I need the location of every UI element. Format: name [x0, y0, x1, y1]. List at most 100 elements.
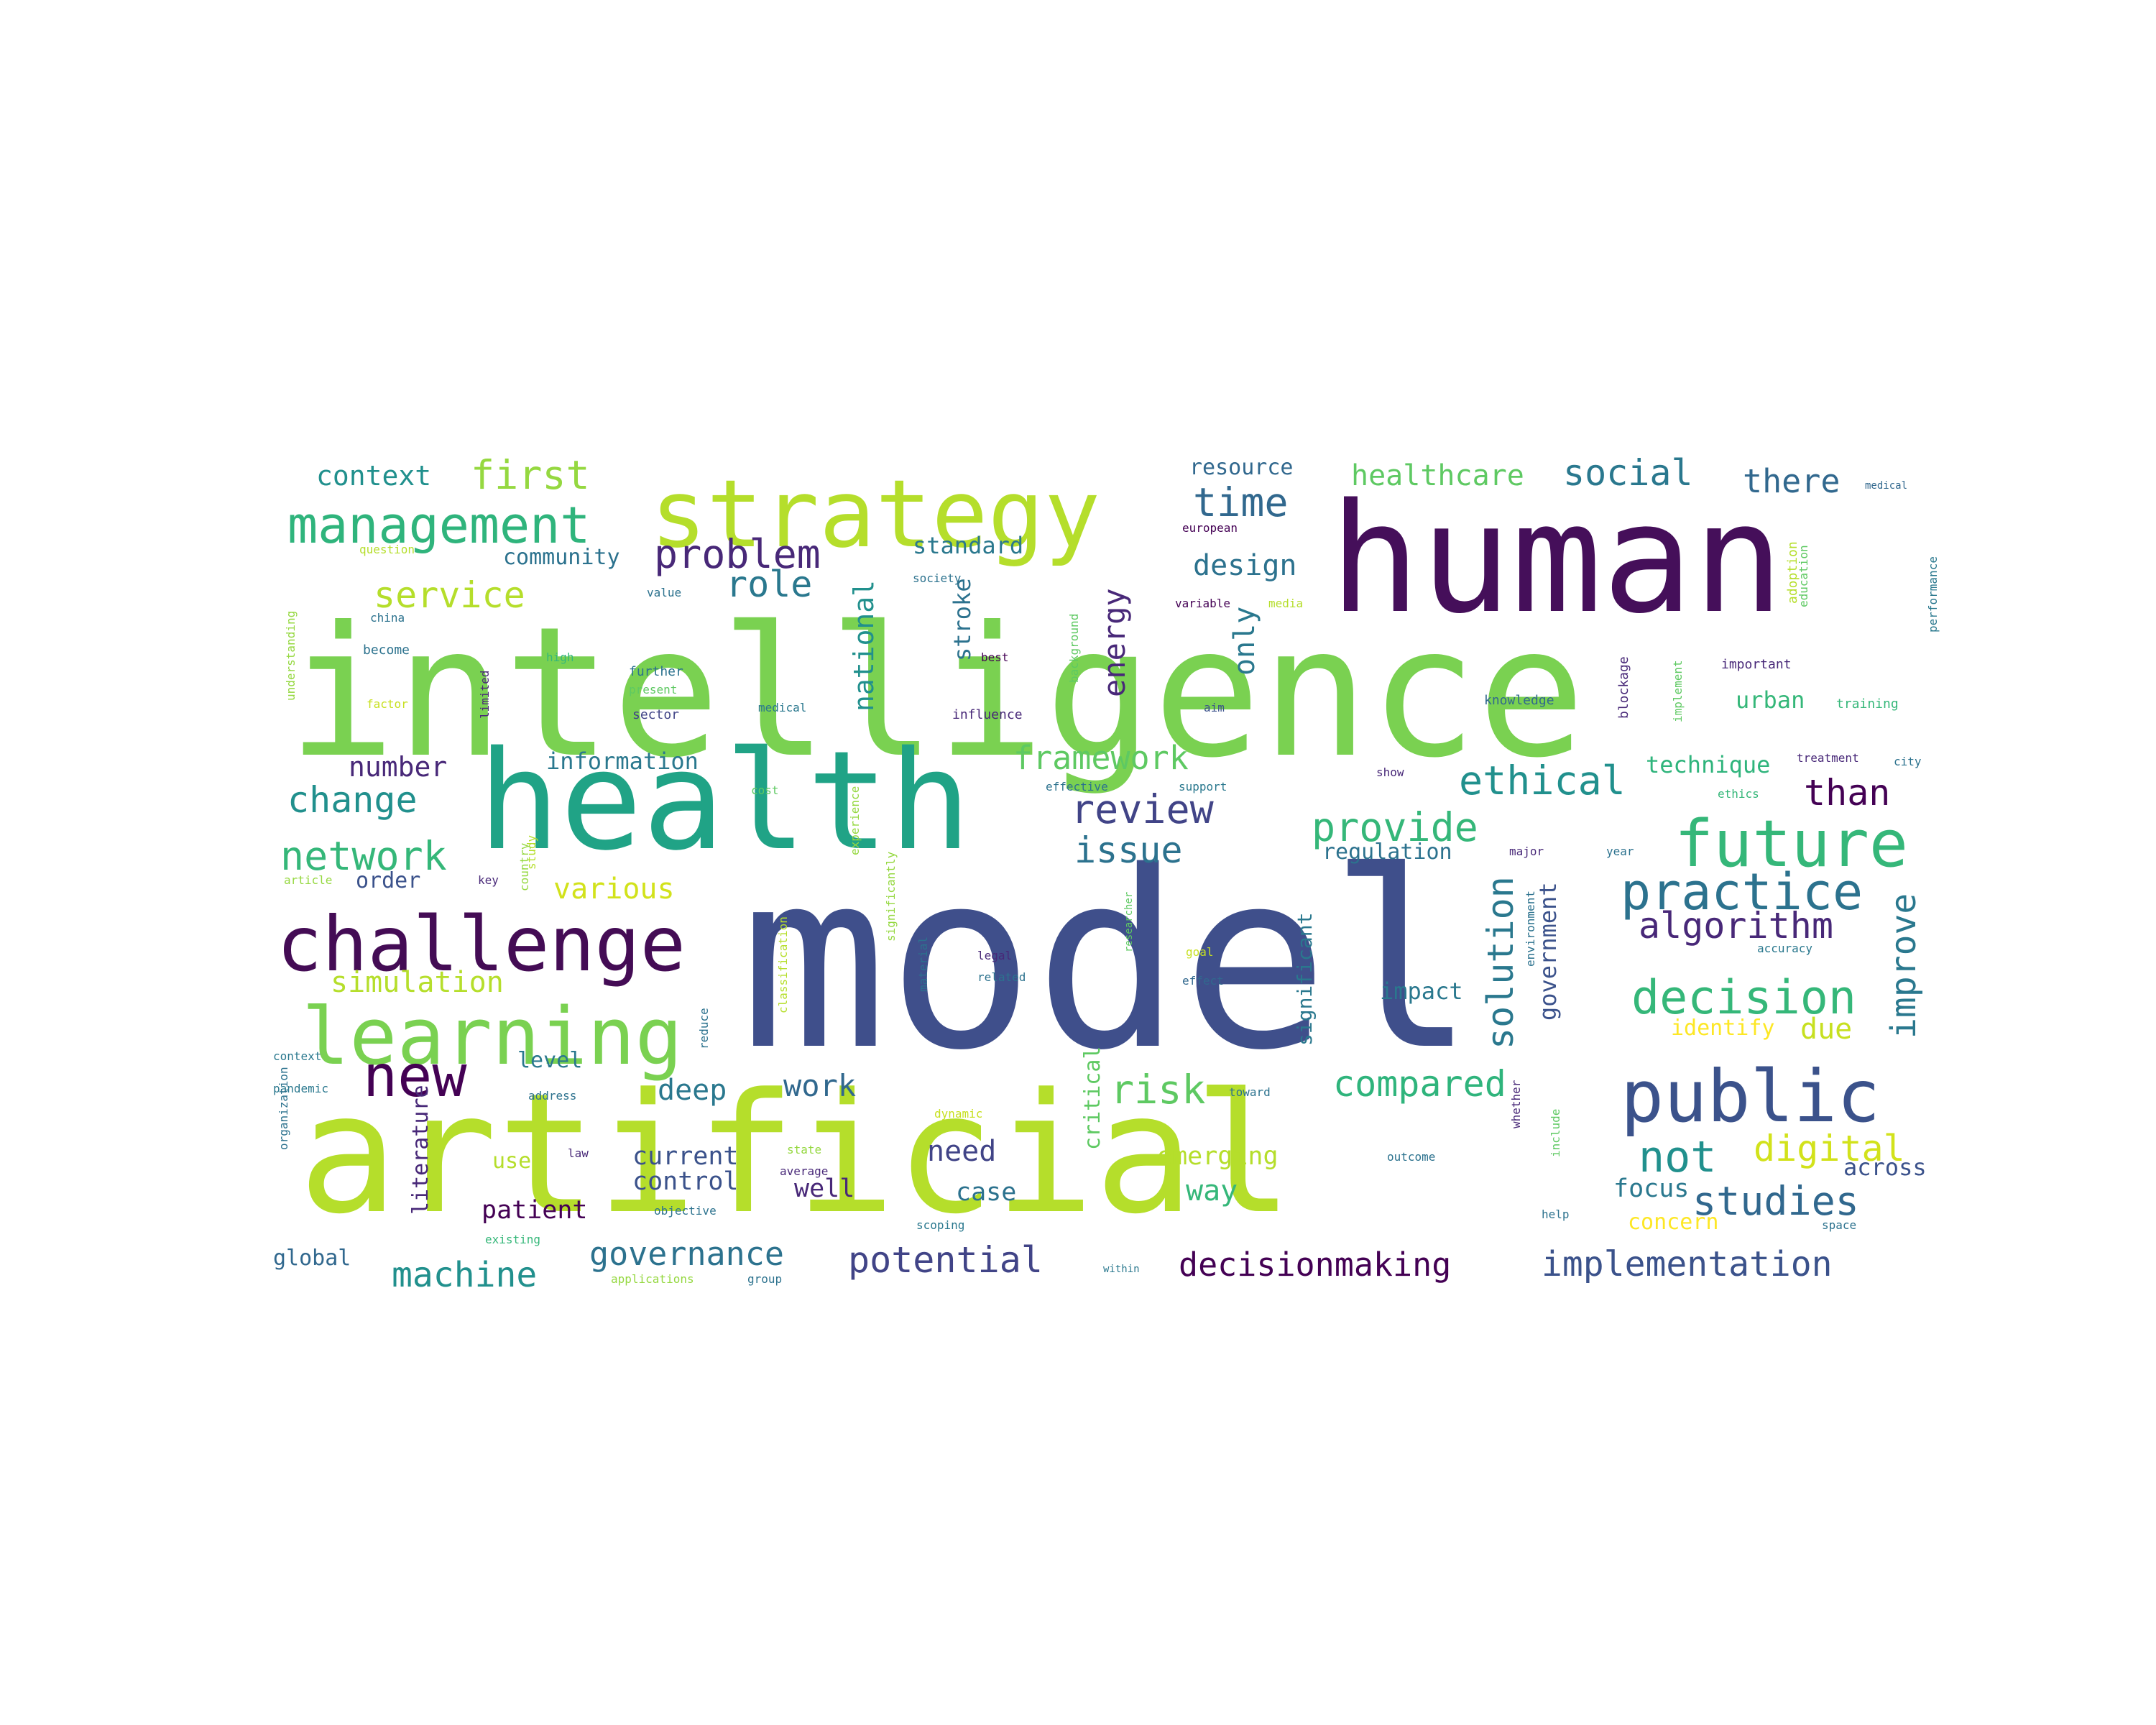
word-effect: effect [1182, 974, 1224, 988]
word-study: study [525, 834, 538, 870]
word-treatment: treatment [1797, 751, 1859, 765]
word-focus: focus [1613, 1174, 1689, 1203]
word-performance: performance [1926, 556, 1940, 632]
word-design: design [1193, 549, 1297, 582]
word-existing: existing [485, 1233, 540, 1246]
word-level: level [517, 1048, 582, 1073]
word-best: best [981, 650, 1009, 664]
word-practice: practice [1621, 862, 1863, 921]
word-number: number [349, 751, 447, 783]
word-within: within [1103, 1264, 1140, 1275]
word-healthcare: healthcare [1351, 459, 1524, 492]
word-not: not [1639, 1132, 1716, 1182]
word-accuracy: accuracy [1757, 942, 1812, 955]
word-legal: legal [977, 949, 1012, 962]
word-address: address [528, 1089, 576, 1103]
word-article: article [284, 873, 332, 887]
word-standard: standard [913, 532, 1023, 559]
word-group: modelintelligenceartificialhumanhealthst… [273, 452, 1940, 1295]
word-medical: medical [1865, 480, 1907, 492]
word-toward: toward [1229, 1085, 1271, 1099]
word-significantly: significantly [884, 851, 898, 942]
word-there: there [1743, 462, 1840, 500]
word-control: control [632, 1167, 739, 1196]
word-environment: environment [1524, 891, 1537, 967]
word-media: media [1268, 597, 1303, 610]
word-ethical: ethical [1459, 758, 1626, 804]
word-implement: implement [1671, 660, 1685, 722]
word-high: high [546, 650, 574, 664]
word-digital: digital [1754, 1128, 1905, 1169]
word-outcome: outcome [1387, 1150, 1435, 1164]
word-help: help [1542, 1208, 1570, 1221]
word-reduce: reduce [697, 1008, 711, 1049]
word-patient: patient [482, 1196, 588, 1225]
word-urban: urban [1736, 686, 1805, 714]
word-impact: impact [1380, 978, 1463, 1005]
word-space: space [1822, 1218, 1856, 1232]
word-average: average [780, 1164, 828, 1178]
word-provide: provide [1312, 804, 1478, 850]
word-new: new [363, 1043, 467, 1110]
word-education: education [1797, 545, 1810, 607]
word-researcher: researcher [1123, 892, 1135, 952]
word-background: background [1067, 614, 1081, 683]
word-service: service [374, 574, 525, 616]
word-dynamic: dynamic [934, 1107, 982, 1121]
word-social: social [1563, 452, 1693, 494]
word-need: need [927, 1135, 996, 1168]
word-goal: goal [1186, 945, 1214, 959]
word-emerging: emerging [1157, 1142, 1279, 1171]
word-variable: variable [1175, 597, 1230, 610]
word-influence: influence [952, 707, 1023, 722]
word-various: various [553, 873, 675, 906]
word-strategy: strategy [650, 459, 1100, 569]
word-potential: potential [848, 1239, 1043, 1281]
word-problem: problem [654, 531, 821, 577]
word-applications: applications [611, 1272, 694, 1286]
word-knowledge: knowledge [1484, 693, 1554, 708]
word-way: way [1186, 1174, 1238, 1208]
word-become: become [363, 643, 410, 658]
word-year: year [1606, 845, 1634, 858]
word-global: global [273, 1246, 351, 1271]
word-identify: identify [1671, 1016, 1775, 1041]
word-studies: studies [1692, 1178, 1859, 1224]
word-cost: cost [751, 783, 779, 797]
word-european: european [1182, 521, 1238, 535]
word-important: important [1721, 657, 1792, 672]
word-city: city [1894, 755, 1922, 768]
word-whether: whether [1509, 1080, 1523, 1128]
word-factor: factor [367, 697, 408, 711]
word-stroke: stroke [949, 578, 976, 661]
word-limited: limited [478, 671, 492, 719]
word-algorithm: algorithm [1639, 905, 1833, 947]
word-material: material [916, 937, 930, 992]
word-energy: energy [1097, 588, 1132, 697]
word-group: group [747, 1272, 782, 1286]
word-challenge: challenge [277, 901, 686, 988]
word-medical: medical [758, 701, 806, 714]
word-user: user [492, 1149, 544, 1174]
word-country: country [517, 842, 531, 891]
word-current: current [632, 1142, 739, 1171]
word-decisionmaking: decisionmaking [1179, 1246, 1451, 1284]
word-issue: issue [1074, 829, 1183, 871]
word-change: change [287, 779, 418, 821]
word-model: model [740, 819, 1476, 1104]
word-pandemic: pandemic [273, 1082, 328, 1095]
word-improve: improve [1884, 893, 1924, 1039]
word-value: value [647, 586, 681, 599]
word-case: case [956, 1178, 1016, 1207]
word-classification: classification [776, 916, 790, 1013]
word-significant: significant [1293, 913, 1317, 1046]
word-human: human [1330, 471, 1784, 647]
word-regulation: regulation [1322, 840, 1452, 865]
word-sector: sector [632, 707, 679, 722]
word-community: community [503, 545, 620, 570]
word-related: related [977, 970, 1026, 984]
word-simulation: simulation [331, 966, 504, 999]
word-ethics: ethics [1718, 787, 1759, 801]
word-show: show [1376, 765, 1404, 779]
